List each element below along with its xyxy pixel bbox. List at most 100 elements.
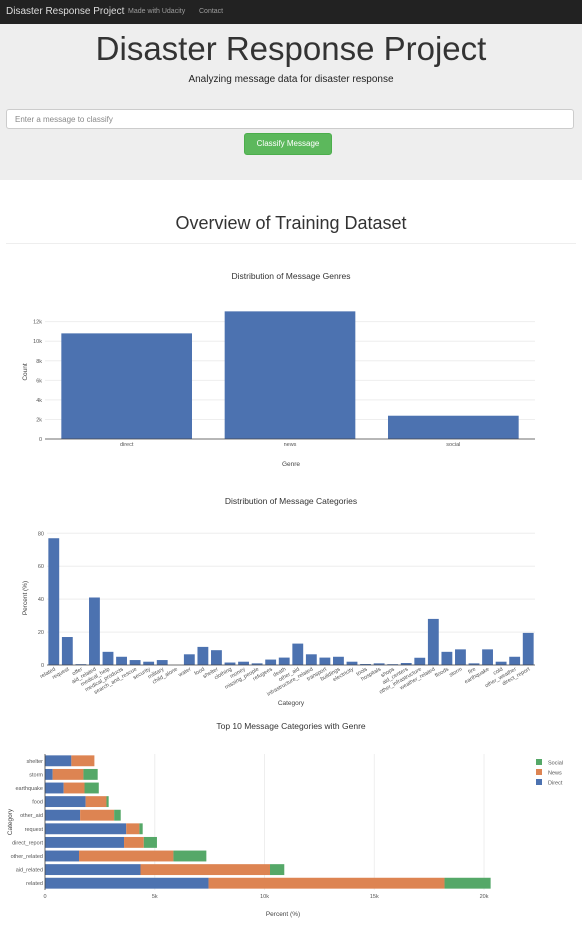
bar-segment bbox=[45, 823, 127, 835]
x-tick-label: direct bbox=[120, 442, 134, 448]
nav-link-contact[interactable]: Contact bbox=[199, 8, 224, 15]
bar bbox=[319, 657, 331, 665]
y-tick-label: 10k bbox=[33, 339, 42, 345]
bar bbox=[224, 662, 236, 665]
y-tick-label: 2k bbox=[36, 417, 42, 423]
bar-segment bbox=[114, 809, 121, 821]
y-tick-label: 0 bbox=[39, 437, 42, 443]
message-input[interactable] bbox=[6, 109, 574, 129]
bar bbox=[156, 660, 168, 665]
y-tick-label: storm bbox=[29, 772, 43, 778]
bar bbox=[143, 661, 155, 665]
bar bbox=[197, 646, 209, 665]
bar-segment bbox=[52, 768, 84, 780]
y-tick-label: 40 bbox=[38, 597, 44, 603]
bar-segment bbox=[71, 755, 95, 767]
divider bbox=[6, 243, 576, 244]
genre-chart: 0 2k 4k 6k 8k 10k 12k direct news social bbox=[33, 311, 535, 448]
bar bbox=[61, 637, 73, 665]
genre-chart-title: Distribution of Message Genres bbox=[231, 271, 350, 281]
bar bbox=[522, 632, 534, 665]
bar bbox=[61, 333, 193, 439]
x-tick-label: 15k bbox=[370, 894, 379, 900]
bar bbox=[305, 654, 317, 665]
bar bbox=[224, 311, 356, 439]
category-chart-xlabel: Category bbox=[278, 700, 305, 707]
page-subtitle: Analyzing message data for disaster resp… bbox=[188, 74, 394, 85]
bar-segment bbox=[106, 796, 109, 808]
top10-chart-xlabel: Percent (%) bbox=[266, 911, 300, 918]
bar-segment bbox=[173, 850, 207, 862]
classify-message-button[interactable]: Classify Message bbox=[244, 133, 332, 155]
bar bbox=[414, 657, 426, 665]
legend-swatch bbox=[536, 779, 542, 785]
legend-label: Social bbox=[548, 761, 563, 767]
bar bbox=[455, 649, 466, 665]
bar bbox=[400, 663, 412, 665]
legend-swatch bbox=[536, 769, 542, 775]
bar bbox=[495, 661, 507, 665]
bar-segment bbox=[45, 782, 64, 794]
y-tick-label: direct_report bbox=[12, 840, 43, 846]
bar-segment bbox=[45, 850, 80, 862]
bar-segment bbox=[83, 768, 98, 780]
bar bbox=[360, 664, 371, 665]
bar bbox=[333, 656, 344, 665]
top10-legend: Social News Direct bbox=[536, 759, 563, 787]
y-tick-label: related bbox=[26, 881, 43, 887]
bar bbox=[373, 663, 385, 665]
bar bbox=[509, 656, 521, 665]
bar bbox=[346, 661, 358, 665]
x-tick-label: fire bbox=[467, 667, 477, 676]
x-tick-label: 20k bbox=[480, 894, 489, 900]
x-tick-label: offer bbox=[71, 666, 84, 677]
bar bbox=[48, 538, 60, 665]
bar bbox=[211, 650, 222, 665]
genre-chart-xlabel: Genre bbox=[282, 461, 300, 468]
y-tick-label: earthquake bbox=[15, 786, 43, 792]
y-tick-label: 6k bbox=[36, 378, 42, 384]
bar-segment bbox=[124, 836, 144, 848]
legend-swatch bbox=[536, 759, 542, 765]
navbar-brand[interactable]: Disaster Response Project bbox=[6, 6, 125, 17]
y-tick-label: 60 bbox=[38, 564, 44, 570]
y-tick-label: 8k bbox=[36, 359, 42, 365]
y-tick-label: shelter bbox=[26, 759, 43, 765]
x-tick-label: 5k bbox=[152, 894, 158, 900]
legend-label: News bbox=[548, 771, 562, 777]
bar-segment bbox=[79, 850, 174, 862]
bar-segment bbox=[85, 796, 107, 808]
bar bbox=[129, 660, 141, 665]
bar bbox=[238, 661, 249, 665]
y-tick-label: food bbox=[32, 800, 43, 806]
y-tick-label: 80 bbox=[38, 531, 44, 537]
bar bbox=[482, 649, 493, 665]
x-tick-label: tools bbox=[355, 666, 368, 677]
x-tick-label: water bbox=[177, 666, 193, 679]
bar-segment bbox=[63, 782, 85, 794]
top10-chart: 0 5k 10k 15k 20k related aid_related other_rela… bbox=[11, 754, 491, 900]
bar-segment bbox=[45, 836, 125, 848]
y-tick-label: 4k bbox=[36, 398, 42, 404]
bar bbox=[387, 664, 399, 665]
y-tick-label: 20 bbox=[38, 630, 44, 636]
x-tick-label: food bbox=[194, 667, 206, 678]
bar bbox=[116, 656, 127, 665]
bar-segment bbox=[208, 877, 445, 889]
bar-segment bbox=[444, 877, 491, 889]
bar bbox=[388, 415, 519, 439]
x-tick-label: cold bbox=[492, 667, 504, 677]
y-tick-label: 12k bbox=[33, 320, 42, 326]
y-tick-label: other_aid bbox=[20, 813, 43, 819]
navbar: Disaster Response Project Made with Udac… bbox=[0, 0, 582, 24]
top10-chart-title: Top 10 Message Categories with Genre bbox=[216, 721, 366, 731]
x-tick-label: 0 bbox=[43, 894, 46, 900]
header-jumbotron: Disaster Response Project Analyzing mess… bbox=[0, 24, 582, 180]
bar bbox=[102, 651, 114, 665]
y-tick-label: aid_related bbox=[16, 868, 43, 874]
nav-link-udacity[interactable]: Made with Udacity bbox=[128, 8, 186, 15]
genre-chart-ylabel: Count bbox=[22, 363, 29, 381]
bar bbox=[278, 657, 290, 665]
bar-segment bbox=[45, 755, 72, 767]
